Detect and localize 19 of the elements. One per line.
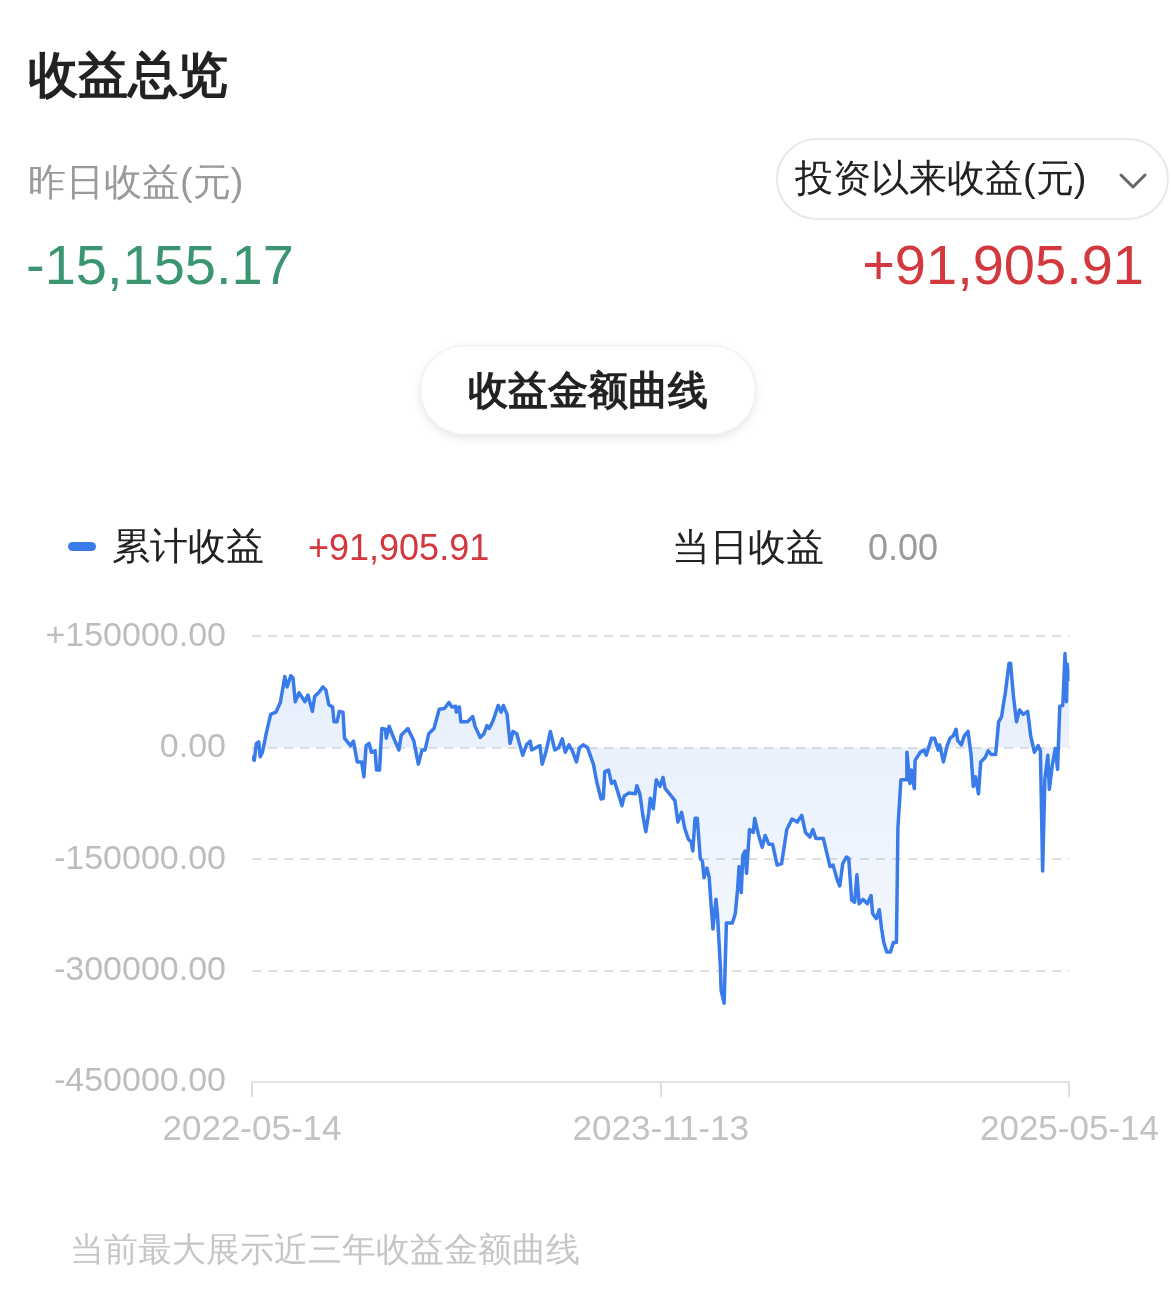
y-tick-label: 0.00 [159, 726, 226, 765]
text: 当前最大展示近三年收益金额曲线 [70, 1230, 580, 1269]
legend-label: 累计收益 [112, 525, 264, 568]
y-tick-label: -300000.00 [53, 948, 226, 987]
y-tick-label: -150000.00 [53, 837, 226, 876]
text: 昨日收益(元) [28, 161, 244, 204]
y-tick-label: +150000.00 [45, 614, 226, 653]
tab-button: 收益金额曲线 [420, 345, 756, 435]
chart-title: 收益总览 [28, 47, 228, 103]
x-tick-label: 2023-11-13 [572, 1107, 749, 1147]
text: -15,155.17 [26, 233, 294, 296]
x-tick-label: 2022-05-14 [162, 1107, 342, 1147]
text: 0.00 [868, 527, 939, 568]
text: +91,905.91 [862, 233, 1144, 296]
text: +91,905.91 [308, 527, 490, 568]
x-tick-label: 2025-05-14 [979, 1107, 1160, 1147]
y-tick-label: -450000.00 [53, 1060, 226, 1099]
text: 当日收益 [672, 526, 824, 569]
dropdown-button: 投资以来收益(元) [776, 138, 1169, 220]
